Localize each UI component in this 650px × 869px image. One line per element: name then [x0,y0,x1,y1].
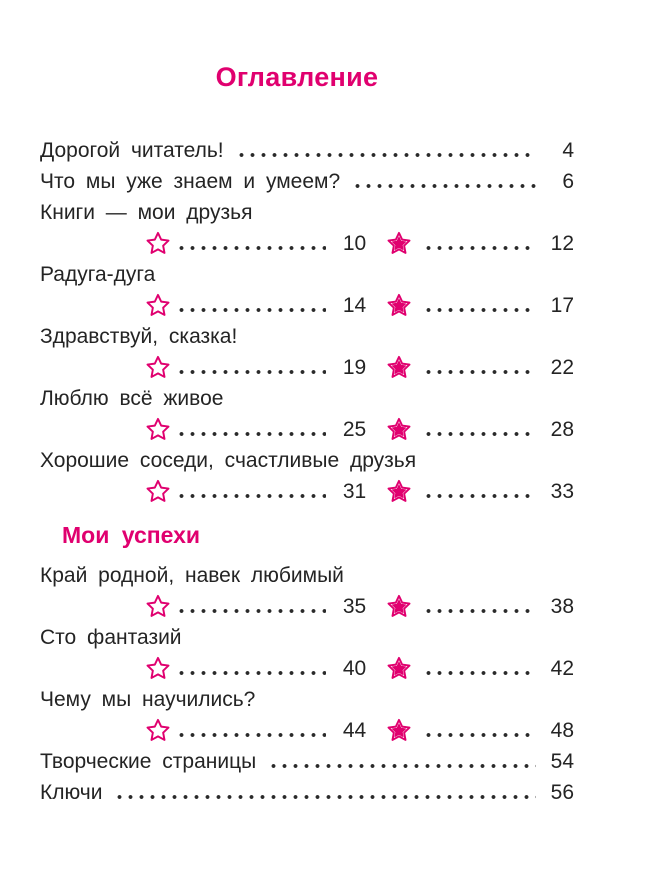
filled-star-icon [386,228,413,259]
column-gap [366,352,386,383]
outline-star-icon [145,290,172,321]
filled-star-icon [386,352,413,383]
dotted-leader [174,653,327,684]
page-number: 12 [550,232,574,255]
toc-entry: Что мы уже знаем и умеем? 6 [40,166,574,197]
toc-chapter-title: Книги — мои друзья [40,197,574,228]
toc-star-row: 40 42 [145,653,574,684]
toc-chapter-title: Здравствуй, сказка! [40,321,574,352]
toc-chapter-title: Хорошие соседи, счастливые друзья [40,445,574,476]
toc-entry: Дорогой читатель! 4 [40,135,574,166]
page-number: 54 [550,750,574,773]
column-gap [366,715,386,746]
toc-star-row: 19 22 [145,352,574,383]
dotted-leader [174,715,327,746]
column-gap [366,591,386,622]
dotted-leader [174,414,327,445]
section-header: Мои успехи [62,522,201,548]
dotted-leader [174,228,327,259]
dotted-leader [112,777,536,808]
filled-star-icon [386,591,413,622]
toc-entry-title: Ключи [40,781,103,804]
page-number: 6 [562,170,574,193]
column-gap [366,476,386,507]
toc-star-row: 14 17 [145,290,574,321]
page-number: 28 [550,418,574,441]
page-number: 4 [562,139,574,162]
toc-entry: Ключи 56 [40,777,574,808]
toc-entry-title: Дорогой читатель! [40,139,224,162]
page-number: 22 [550,356,574,379]
toc-entry-title: Здравствуй, сказка! [40,325,238,348]
outline-star-icon [145,352,172,383]
page-number: 38 [550,595,574,618]
toc-chapter-title: Край родной, навек любимый [40,560,574,591]
outline-star-icon [145,715,172,746]
dotted-leader [350,166,536,197]
page-number: 44 [342,719,367,742]
toc-entry-title: Край родной, навек любимый [40,564,344,587]
dotted-leader [421,653,534,684]
toc-chapter-title: Чему мы научились? [40,684,574,715]
toc-star-row: 31 33 [145,476,574,507]
dotted-leader [174,591,327,622]
page-number: 25 [342,418,367,441]
dotted-leader [266,746,536,777]
dotted-leader [174,290,327,321]
outline-star-icon [145,653,172,684]
page-number: 14 [342,294,367,317]
column-gap [366,228,386,259]
page-title: Оглавление [215,62,379,92]
toc-chapter-title: Люблю всё живое [40,383,574,414]
page-number: 35 [342,595,367,618]
page-number: 48 [550,719,574,742]
filled-star-icon [386,476,413,507]
toc-entry-title: Люблю всё живое [40,387,224,410]
dotted-leader [421,591,534,622]
dotted-leader [174,352,327,383]
toc-star-row: 35 38 [145,591,574,622]
outline-star-icon [145,591,172,622]
dotted-leader [421,290,534,321]
toc-star-row: 25 28 [145,414,574,445]
outline-star-icon [145,414,172,445]
column-gap [366,653,386,684]
toc-entry-title: Что мы уже знаем и умеем? [40,170,341,193]
column-gap [366,290,386,321]
page-number: 17 [550,294,574,317]
page-number: 40 [342,657,367,680]
outline-star-icon [145,476,172,507]
filled-star-icon [386,715,413,746]
dotted-leader [421,228,534,259]
dotted-leader [421,476,534,507]
toc-chapter-title: Сто фантазий [40,622,574,653]
toc-star-row: 44 48 [145,715,574,746]
page-number: 42 [550,657,574,680]
filled-star-icon [386,414,413,445]
toc-star-row: 10 12 [145,228,574,259]
column-gap [366,414,386,445]
dotted-leader [421,352,534,383]
toc-entry-title: Чему мы научились? [40,688,256,711]
page-number: 19 [342,356,367,379]
dotted-leader [233,135,536,166]
page-number: 56 [550,781,574,804]
toc-entry-title: Книги — мои друзья [40,201,253,224]
outline-star-icon [145,228,172,259]
page-number: 10 [342,232,367,255]
page-number: 31 [342,480,367,503]
toc-entry-title: Радуга-дуга [40,263,156,286]
dotted-leader [421,715,534,746]
filled-star-icon [386,653,413,684]
toc-chapter-title: Радуга-дуга [40,259,574,290]
dotted-leader [421,414,534,445]
page-number: 33 [550,480,574,503]
toc-entry-title: Сто фантазий [40,626,182,649]
toc-entry: Творческие страницы 54 [40,746,574,777]
toc-entry-title: Творческие страницы [40,750,257,773]
dotted-leader [174,476,327,507]
toc-entry-title: Хорошие соседи, счастливые друзья [40,449,417,472]
filled-star-icon [386,290,413,321]
